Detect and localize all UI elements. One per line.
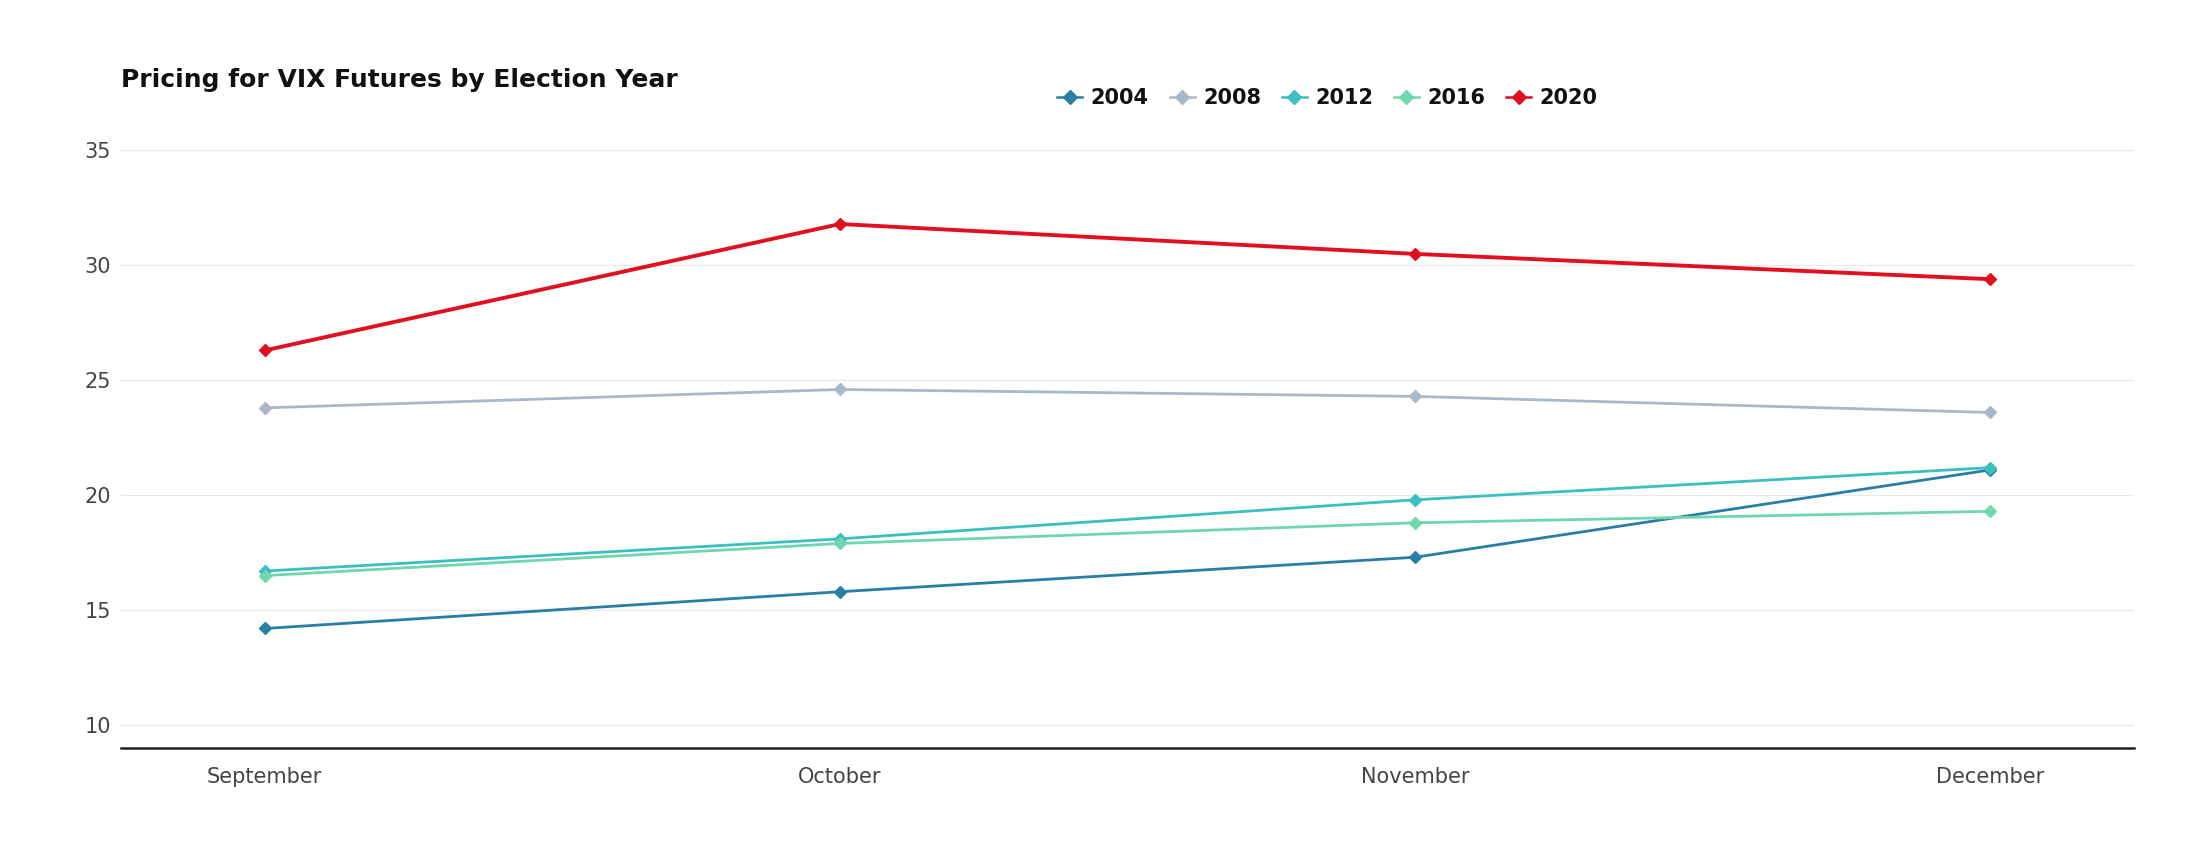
Legend: 2004, 2008, 2012, 2016, 2020: 2004, 2008, 2012, 2016, 2020: [1058, 88, 1597, 108]
Text: Pricing for VIX Futures by Election Year: Pricing for VIX Futures by Election Year: [121, 68, 678, 92]
